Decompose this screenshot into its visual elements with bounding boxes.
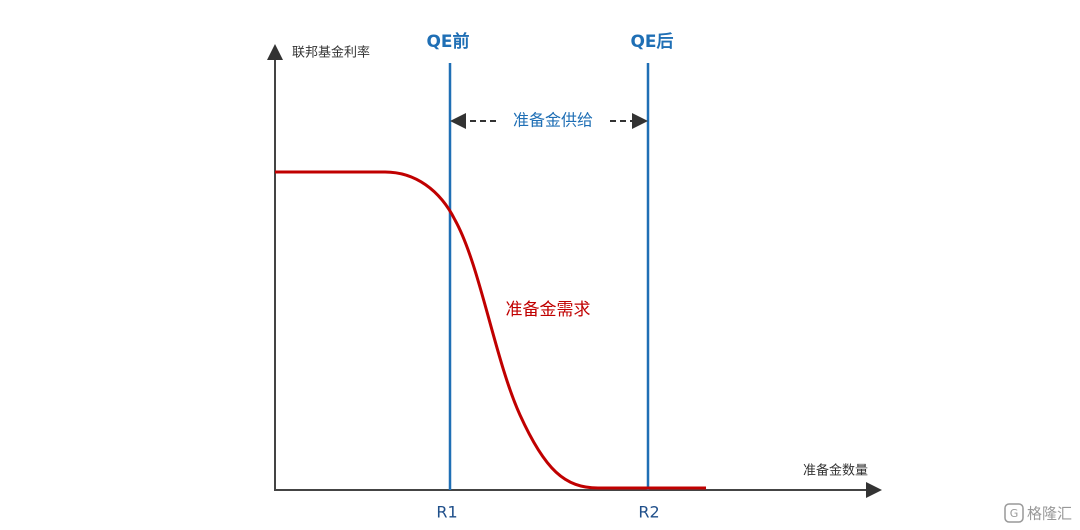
watermark-logo xyxy=(1004,503,1024,523)
line-label: QE后 xyxy=(630,32,673,52)
demand-curve xyxy=(275,170,706,490)
tick-label: R2 xyxy=(638,503,659,522)
watermark: 格隆汇 xyxy=(1027,505,1072,523)
line-label: QE前 xyxy=(426,31,469,52)
demand-label: 准备金需求 xyxy=(506,300,591,320)
x-axis-label: 准备金数量 xyxy=(803,463,868,479)
supply-label: 准备金供给 xyxy=(513,111,593,130)
y-axis-label: 联邦基金利率 xyxy=(292,45,370,61)
watermark-logo: G xyxy=(1010,507,1019,520)
tick-label: R1 xyxy=(436,503,457,522)
